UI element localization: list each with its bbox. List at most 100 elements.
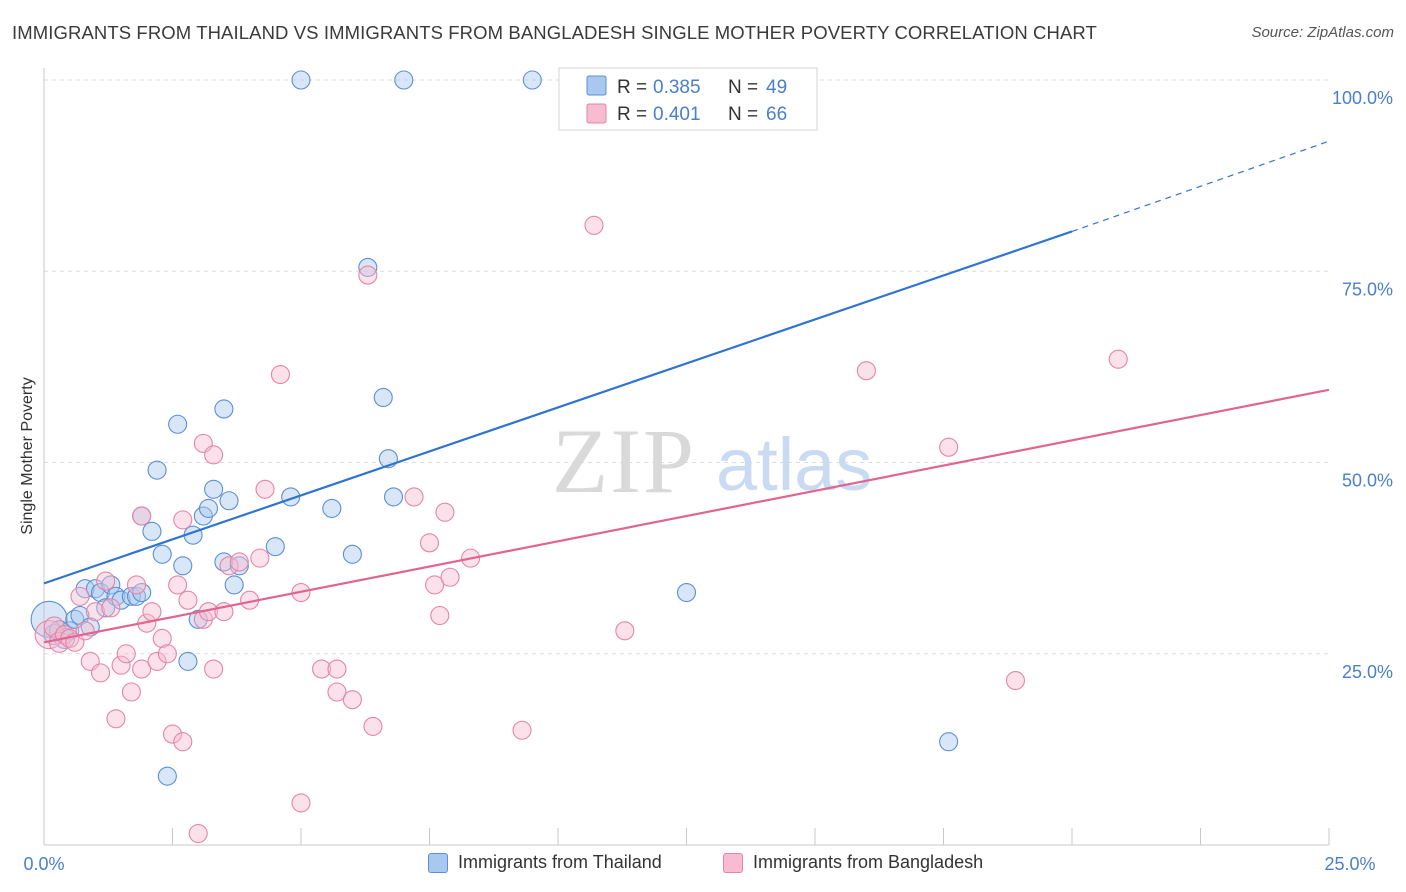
thailand-trend-extension <box>1071 140 1330 233</box>
bangladesh-point <box>440 567 460 587</box>
bangladesh-point <box>75 621 95 641</box>
thailand-point <box>168 414 188 434</box>
bangladesh-point <box>939 437 959 457</box>
bangladesh-point <box>90 663 111 683</box>
thailand-point <box>178 651 198 671</box>
stats-n-value-thailand: 49 <box>766 77 787 98</box>
bangladesh-point <box>270 364 290 385</box>
bangladesh-point <box>584 215 604 235</box>
bangladesh-point <box>147 651 167 671</box>
bangladesh-point <box>250 548 270 568</box>
bangladesh-point <box>204 445 224 465</box>
bangladesh-point <box>162 724 183 744</box>
stats-swatch-bangladesh <box>586 103 607 124</box>
bangladesh-point <box>96 571 116 591</box>
thailand-point <box>106 586 126 606</box>
thailand-point <box>157 766 177 786</box>
bangladesh-point <box>178 590 198 610</box>
bangladesh-point <box>70 586 90 606</box>
thailand-point <box>90 582 111 603</box>
thailand-point <box>111 590 131 610</box>
bangladesh-point <box>327 682 347 702</box>
stats-swatch-thailand <box>586 75 607 96</box>
bangladesh-point <box>34 620 64 650</box>
thailand-point <box>265 537 285 557</box>
stats-r-label-thailand: R = <box>617 77 652 98</box>
watermark-zip: ZIP <box>552 410 696 512</box>
legend-swatch-bangladesh <box>723 852 743 873</box>
x-tick-label: 0.0% <box>23 854 64 874</box>
source-label: Source: ZipAtlas.com <box>1251 24 1394 41</box>
thailand-point <box>214 552 234 572</box>
bangladesh-trend-line <box>43 388 1330 644</box>
thailand-point <box>214 399 234 419</box>
bangladesh-point <box>101 598 121 618</box>
bangladesh-point <box>291 793 311 813</box>
thailand-point <box>224 575 244 595</box>
thailand-point <box>198 498 219 518</box>
bangladesh-point <box>430 605 450 626</box>
legend-label-thailand: Immigrants from Thailand <box>458 852 662 872</box>
thailand-point <box>291 70 311 90</box>
thailand-point <box>142 521 162 541</box>
bangladesh-point <box>121 682 141 702</box>
x-tick-label: 25.0% <box>1324 854 1375 874</box>
bangladesh-point <box>419 533 440 553</box>
bangladesh-point <box>312 659 332 679</box>
thailand-point <box>342 544 362 564</box>
thailand-trend-line <box>43 230 1073 585</box>
bangladesh-point <box>404 487 424 507</box>
legend-item-bangladesh[interactable]: Immigrants from Bangladesh <box>723 852 983 873</box>
bangladesh-point <box>435 502 455 522</box>
bangladesh-point <box>425 575 445 595</box>
stats-n-label-thailand: N = <box>728 77 763 98</box>
y-tick-label: 25.0% <box>1342 662 1393 682</box>
legend-swatch-thailand <box>428 852 448 873</box>
bangladesh-point <box>157 644 177 664</box>
bangladesh-point <box>188 823 208 844</box>
bangladesh-point <box>132 506 152 526</box>
thailand-point <box>676 582 697 603</box>
bangladesh-point <box>219 556 239 576</box>
thailand-point <box>358 257 378 277</box>
thailand-point <box>383 487 404 507</box>
thailand-point <box>373 387 393 408</box>
trend-layer <box>43 140 1330 644</box>
bangladesh-point <box>106 709 126 729</box>
bangladesh-point <box>1005 670 1026 691</box>
bangladesh-point <box>342 690 362 710</box>
watermark-atlas: atlas <box>716 423 872 506</box>
bangladesh-point <box>173 510 193 530</box>
bangladesh-point <box>173 732 193 752</box>
thailand-point <box>219 491 239 511</box>
bangladesh-point <box>327 659 347 679</box>
legend-item-thailand[interactable]: Immigrants from Thailand <box>428 852 662 873</box>
thailand-point <box>152 544 172 564</box>
stats-r-value-bangladesh: 0.401 <box>653 104 701 125</box>
bangladesh-point <box>615 621 635 641</box>
y-axis-title: Single Mother Poverty <box>19 377 36 535</box>
thailand-point <box>394 70 414 90</box>
thailand-point <box>121 586 141 606</box>
thailand-point <box>939 732 959 752</box>
bangladesh-point <box>132 659 152 679</box>
thailand-point <box>85 579 105 599</box>
bangladesh-point <box>229 552 249 572</box>
thailand-point <box>101 575 121 595</box>
chart-title: IMMIGRANTS FROM THAILAND VS IMMIGRANTS F… <box>12 22 1097 43</box>
bangladesh-point <box>1108 349 1128 369</box>
y-tick-label: 100.0% <box>1332 88 1393 108</box>
bangladesh-point <box>152 628 172 649</box>
bangladesh-point <box>856 361 876 381</box>
bangladesh-point <box>85 602 105 622</box>
legend-label-bangladesh: Immigrants from Bangladesh <box>753 852 984 872</box>
bangladesh-point <box>363 716 383 736</box>
y-tick-label: 75.0% <box>1342 279 1393 299</box>
points-layer <box>30 70 1128 844</box>
bangladesh-point <box>111 655 131 675</box>
y-tick-label: 50.0% <box>1342 471 1393 491</box>
thailand-point <box>522 70 542 90</box>
thailand-point <box>147 460 167 480</box>
